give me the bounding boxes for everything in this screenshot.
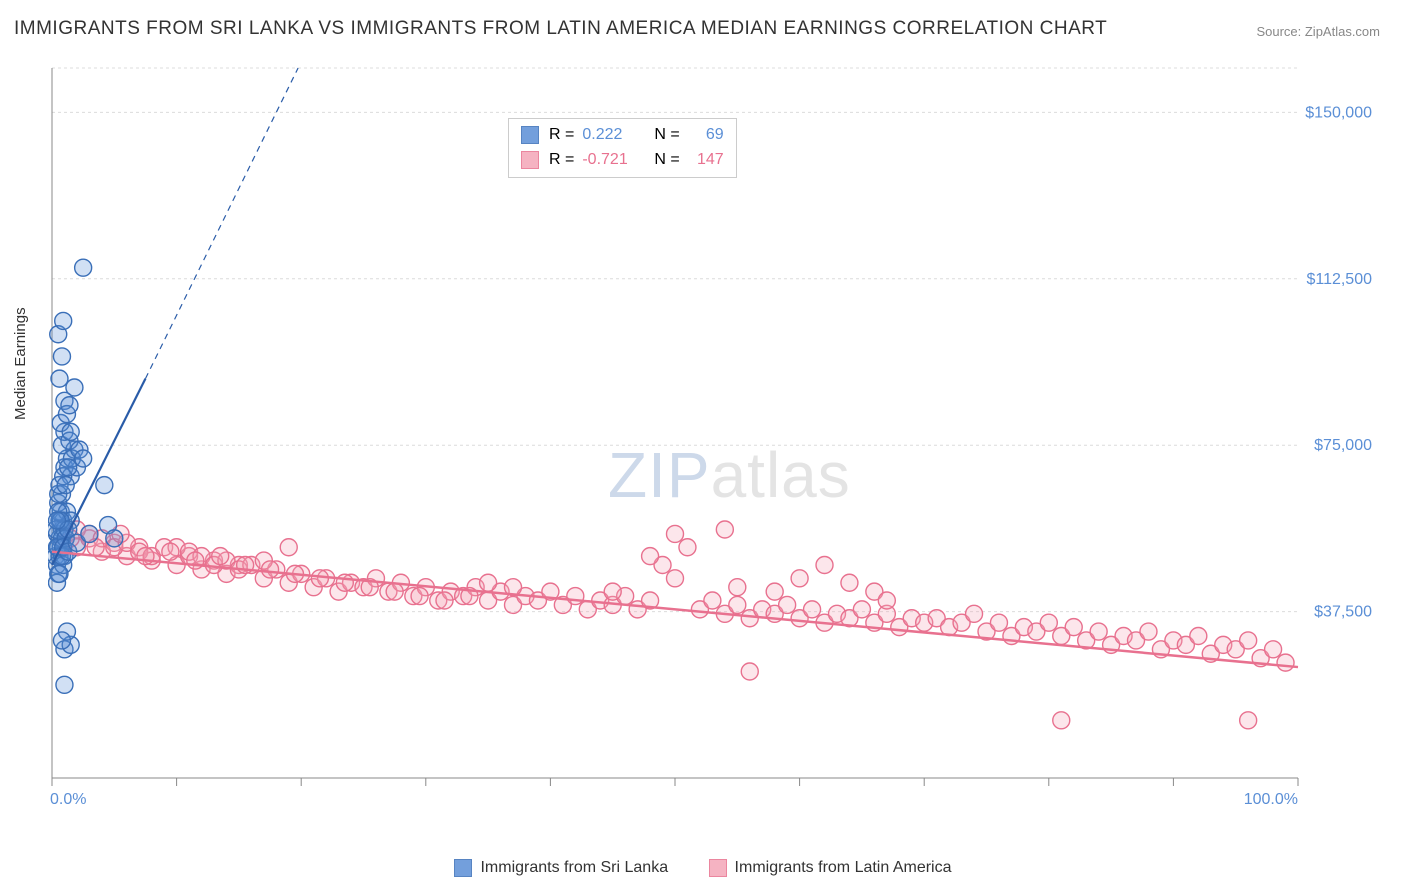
legend-item-series1: Immigrants from Sri Lanka — [454, 859, 668, 877]
n-label: N = — [654, 123, 679, 148]
stats-swatch-series2 — [521, 151, 539, 169]
source-label: Source: — [1256, 24, 1304, 39]
svg-text:$150,000: $150,000 — [1305, 104, 1372, 121]
svg-text:0.0%: 0.0% — [50, 791, 86, 808]
r-value-series1: 0.222 — [582, 123, 642, 148]
correlation-stats-box: R = 0.222 N = 69 R = -0.721 N = 147 — [508, 118, 737, 178]
legend: Immigrants from Sri Lanka Immigrants fro… — [0, 859, 1406, 882]
y-axis-label: Median Earnings — [12, 307, 29, 420]
stats-swatch-series1 — [521, 126, 539, 144]
svg-text:$75,000: $75,000 — [1314, 437, 1372, 454]
stats-row-series1: R = 0.222 N = 69 — [521, 123, 724, 148]
legend-item-series2: Immigrants from Latin America — [709, 859, 952, 877]
r-label: R = — [549, 123, 574, 148]
n-value-series2: 147 — [688, 148, 724, 173]
svg-text:$112,500: $112,500 — [1306, 271, 1372, 288]
n-value-series1: 69 — [688, 123, 724, 148]
legend-label-series2: Immigrants from Latin America — [735, 859, 952, 877]
r-label: R = — [549, 148, 574, 173]
chart-title: IMMIGRANTS FROM SRI LANKA VS IMMIGRANTS … — [14, 18, 1107, 40]
legend-swatch-series2 — [709, 859, 727, 877]
legend-label-series1: Immigrants from Sri Lanka — [480, 859, 668, 877]
r-value-series2: -0.721 — [582, 148, 642, 173]
source-name: ZipAtlas.com — [1305, 24, 1380, 39]
stats-row-series2: R = -0.721 N = 147 — [521, 148, 724, 173]
legend-swatch-series1 — [454, 859, 472, 877]
source-attribution: Source: ZipAtlas.com — [1256, 24, 1380, 39]
svg-text:$37,500: $37,500 — [1314, 604, 1372, 621]
n-label: N = — [654, 148, 679, 173]
svg-text:100.0%: 100.0% — [1244, 791, 1298, 808]
chart-area: $37,500 $75,000 $112,500 $150,000 0.0% 100.0%… — [48, 58, 1378, 808]
